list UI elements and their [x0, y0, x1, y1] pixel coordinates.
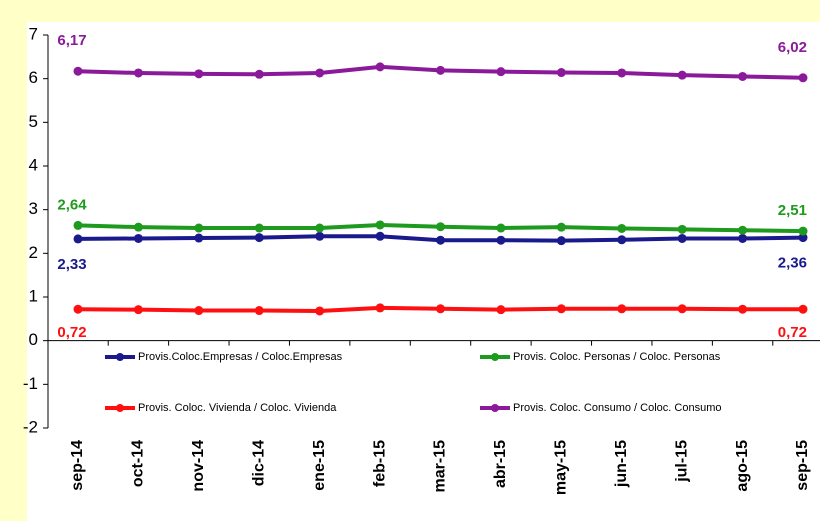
data-point: [436, 65, 445, 75]
x-tick-label: jul-15: [673, 440, 690, 483]
x-tick-label: ago-15: [734, 440, 751, 492]
data-point: [254, 69, 264, 79]
data-point: [677, 233, 687, 243]
x-tick-label: ene-15: [311, 440, 328, 491]
data-point: [738, 71, 748, 81]
y-tick-label: 6: [29, 68, 38, 87]
data-point: [798, 226, 808, 236]
x-tick-label: sep-15: [794, 440, 811, 491]
data-label: 2,33: [57, 256, 86, 273]
legend-label: Provis. Coloc. Personas / Coloc. Persona…: [513, 351, 721, 363]
data-point: [436, 304, 445, 314]
data-label: 2,51: [778, 202, 807, 219]
data-point: [496, 67, 506, 77]
data-point: [73, 66, 83, 76]
data-point: [617, 223, 627, 233]
data-point: [194, 223, 204, 233]
x-tick-label: may-15: [553, 440, 570, 495]
data-point: [496, 223, 506, 233]
x-tick-label: mar-15: [432, 440, 449, 493]
data-point: [677, 224, 687, 234]
data-point: [496, 305, 506, 315]
data-point: [73, 220, 83, 230]
data-point: [677, 70, 687, 80]
data-label: 6,02: [778, 39, 807, 56]
data-point: [133, 222, 143, 232]
legend-label: Provis.Coloc.Empresas / Coloc.Empresas: [138, 351, 343, 363]
data-point: [738, 304, 748, 314]
data-point: [375, 303, 385, 313]
data-point: [617, 304, 627, 314]
data-point: [133, 233, 143, 243]
chart-area: [27, 22, 820, 521]
data-point: [254, 306, 264, 316]
data-point: [254, 233, 264, 243]
data-point: [133, 68, 143, 78]
legend-marker: [116, 353, 124, 361]
y-tick-label: 3: [29, 199, 38, 218]
data-point: [677, 304, 687, 314]
y-tick-label: 2: [29, 243, 38, 262]
data-point: [798, 73, 808, 83]
data-point: [617, 68, 627, 78]
data-point: [315, 68, 325, 78]
y-tick-label: 4: [29, 155, 38, 174]
x-tick-label: sep-14: [69, 440, 86, 491]
data-point: [436, 235, 445, 245]
data-point: [556, 304, 566, 314]
data-label: 0,72: [57, 324, 86, 341]
data-point: [556, 222, 566, 232]
data-point: [738, 225, 748, 235]
data-point: [315, 306, 325, 316]
legend-marker: [491, 404, 499, 412]
data-point: [798, 304, 808, 314]
data-point: [617, 235, 627, 245]
x-tick-label: feb-15: [371, 440, 388, 487]
data-point: [194, 233, 204, 243]
data-point: [254, 223, 264, 233]
x-tick-label: nov-14: [190, 440, 207, 492]
data-point: [798, 233, 808, 243]
legend-label: Provis. Coloc. Vivienda / Coloc. Viviend…: [138, 402, 337, 414]
y-tick-label: -1: [23, 374, 38, 393]
y-tick-label: 1: [29, 286, 38, 305]
y-tick-label: 7: [29, 24, 38, 43]
data-point: [194, 69, 204, 79]
data-point: [315, 231, 325, 241]
data-point: [556, 68, 566, 78]
x-tick-label: dic-14: [250, 440, 267, 486]
data-point: [194, 306, 204, 316]
x-tick-label: oct-14: [130, 440, 147, 487]
data-label: 6,17: [57, 32, 86, 49]
y-tick-label: 0: [29, 330, 38, 349]
data-point: [496, 235, 506, 245]
x-tick-label: abr-15: [492, 440, 509, 488]
data-label: 2,36: [778, 255, 807, 272]
data-label: 0,72: [778, 324, 807, 341]
x-tick-label: jun-15: [613, 440, 630, 488]
y-tick-label: 5: [29, 112, 38, 131]
data-point: [436, 222, 445, 232]
data-point: [738, 233, 748, 243]
legend-label: Provis. Coloc. Consumo / Coloc. Consumo: [513, 402, 721, 414]
legend-marker: [116, 404, 124, 412]
y-tick-label: -2: [23, 417, 38, 436]
data-point: [73, 304, 83, 314]
data-label: 2,64: [57, 196, 87, 213]
data-point: [133, 305, 143, 315]
data-point: [556, 236, 566, 246]
data-point: [375, 62, 385, 72]
data-point: [73, 234, 83, 244]
data-point: [315, 223, 325, 233]
legend-marker: [491, 353, 499, 361]
data-point: [375, 231, 385, 241]
data-point: [375, 220, 385, 230]
